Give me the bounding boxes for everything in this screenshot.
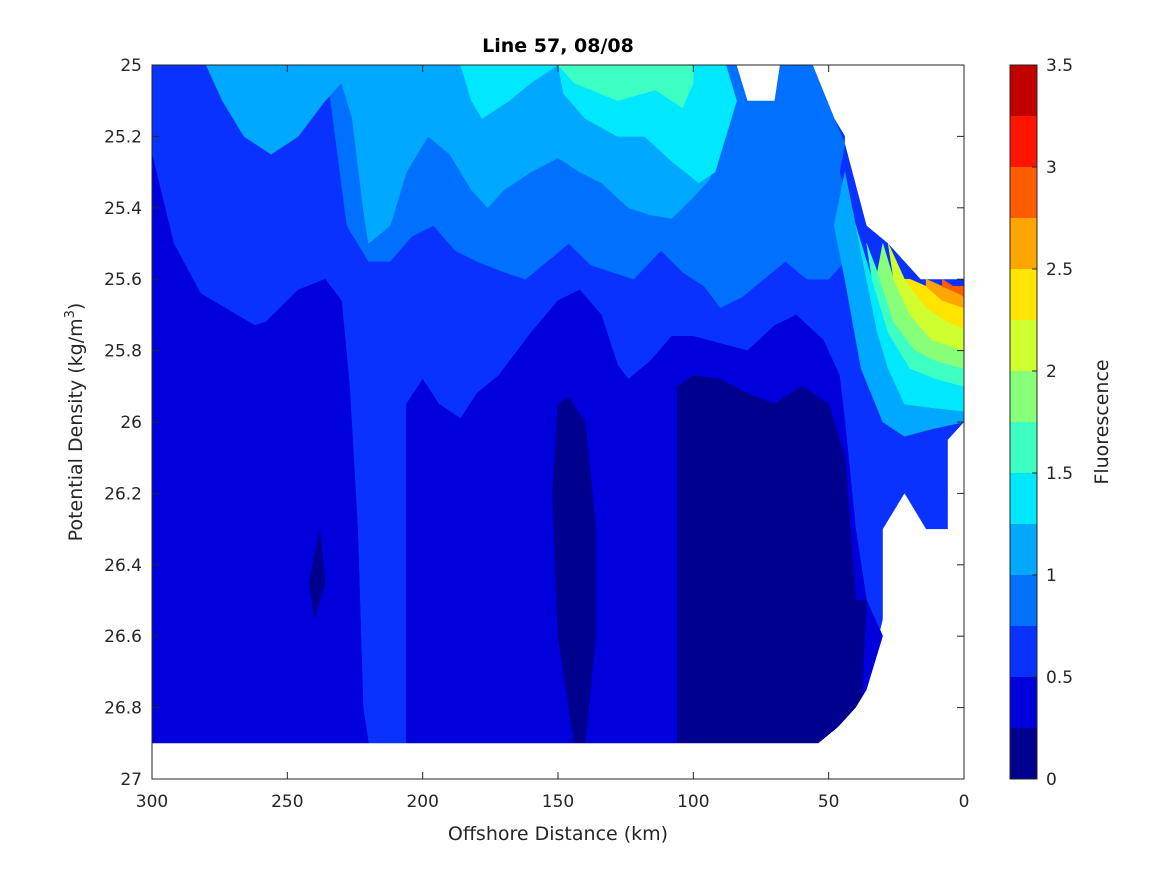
colorbar-segment [1010, 626, 1037, 677]
x-tick-label: 250 [271, 792, 303, 812]
chart-title: Line 57, 08/08 [482, 35, 634, 57]
colorbar-segment [1010, 65, 1037, 116]
colorbar-tick-label: 0 [1046, 770, 1057, 790]
colorbar-segment [1010, 575, 1037, 626]
y-tick-label: 26.4 [104, 556, 142, 576]
x-tick-label: 0 [959, 792, 970, 812]
colorbar-frame [1009, 64, 1038, 780]
colorbar-axis: 0 0.5 1 1.5 2 2.5 3 3.5 [1032, 56, 1073, 790]
contour-band-0-0.25-sliver [308, 529, 326, 619]
colorbar-segment [1010, 473, 1037, 524]
colorbar-segment [1010, 524, 1037, 575]
y-axis-label: Potential Density (kg/m3) [63, 303, 87, 542]
y-tick-label: 25.2 [104, 127, 142, 147]
colorbar-tick-label: 1.5 [1046, 464, 1073, 484]
colorbar-segment [1010, 371, 1037, 422]
contour-band-0-0.25-east [676, 375, 867, 744]
y-tick-label: 25.8 [104, 342, 142, 362]
y-tick-label: 25.4 [104, 199, 142, 219]
y-axis-label-main: Potential Density (kg/m [65, 318, 87, 541]
no-data-mask-1 [736, 65, 780, 101]
x-tick-label: 50 [818, 792, 840, 812]
colorbar-tick-label: 2 [1046, 362, 1057, 382]
y-tick-label: 26.2 [104, 484, 142, 504]
colorbar-segment [1010, 677, 1037, 728]
y-tick-label: 27 [120, 770, 142, 790]
y-tick-label: 26 [120, 413, 142, 433]
y-axis-label-superscript: 3 [63, 310, 78, 318]
colorbar-segment [1010, 269, 1037, 320]
x-tick-label: 100 [677, 792, 709, 812]
x-axis-label: Offshore Distance (km) [448, 823, 668, 845]
colorbar-segment [1010, 167, 1037, 218]
y-tick-label: 25.6 [104, 270, 142, 290]
y-tick-label: 26.8 [104, 699, 142, 719]
y-tick-label: 26.6 [104, 627, 142, 647]
colorbar-segment [1010, 422, 1037, 473]
y-axis-label-end: ) [65, 303, 87, 310]
x-tick-label: 200 [406, 792, 438, 812]
colorbar-tick-label: 1 [1046, 566, 1057, 586]
colorbar-segment [1010, 728, 1037, 779]
colorbar-tick-label: 3.5 [1046, 56, 1073, 76]
colorbar-segment [1010, 116, 1037, 167]
contour-field [151, 64, 965, 779]
x-axis: 300 250 200 150 100 50 0 [136, 65, 970, 812]
colorbar-tick-label: 2.5 [1046, 260, 1073, 280]
no-data-mask-0 [844, 65, 964, 280]
colorbar [1009, 64, 1038, 780]
no-data-mask-2 [152, 422, 964, 779]
colorbar-segment [1010, 218, 1037, 269]
colorbar-segment [1010, 320, 1037, 371]
y-tick-label: 25 [120, 56, 142, 76]
colorbar-tick-label: 3 [1046, 158, 1057, 178]
contour-band-0-0.25-center [552, 396, 597, 744]
colorbar-tick-label: 0.5 [1046, 668, 1073, 688]
x-tick-label: 300 [136, 792, 168, 812]
y-axis: 25 25.2 25.4 25.6 25.8 26 26.2 26.4 26.6 26.8 27 [104, 56, 964, 790]
colorbar-label: Fluorescence [1091, 359, 1113, 484]
x-tick-label: 150 [542, 792, 574, 812]
